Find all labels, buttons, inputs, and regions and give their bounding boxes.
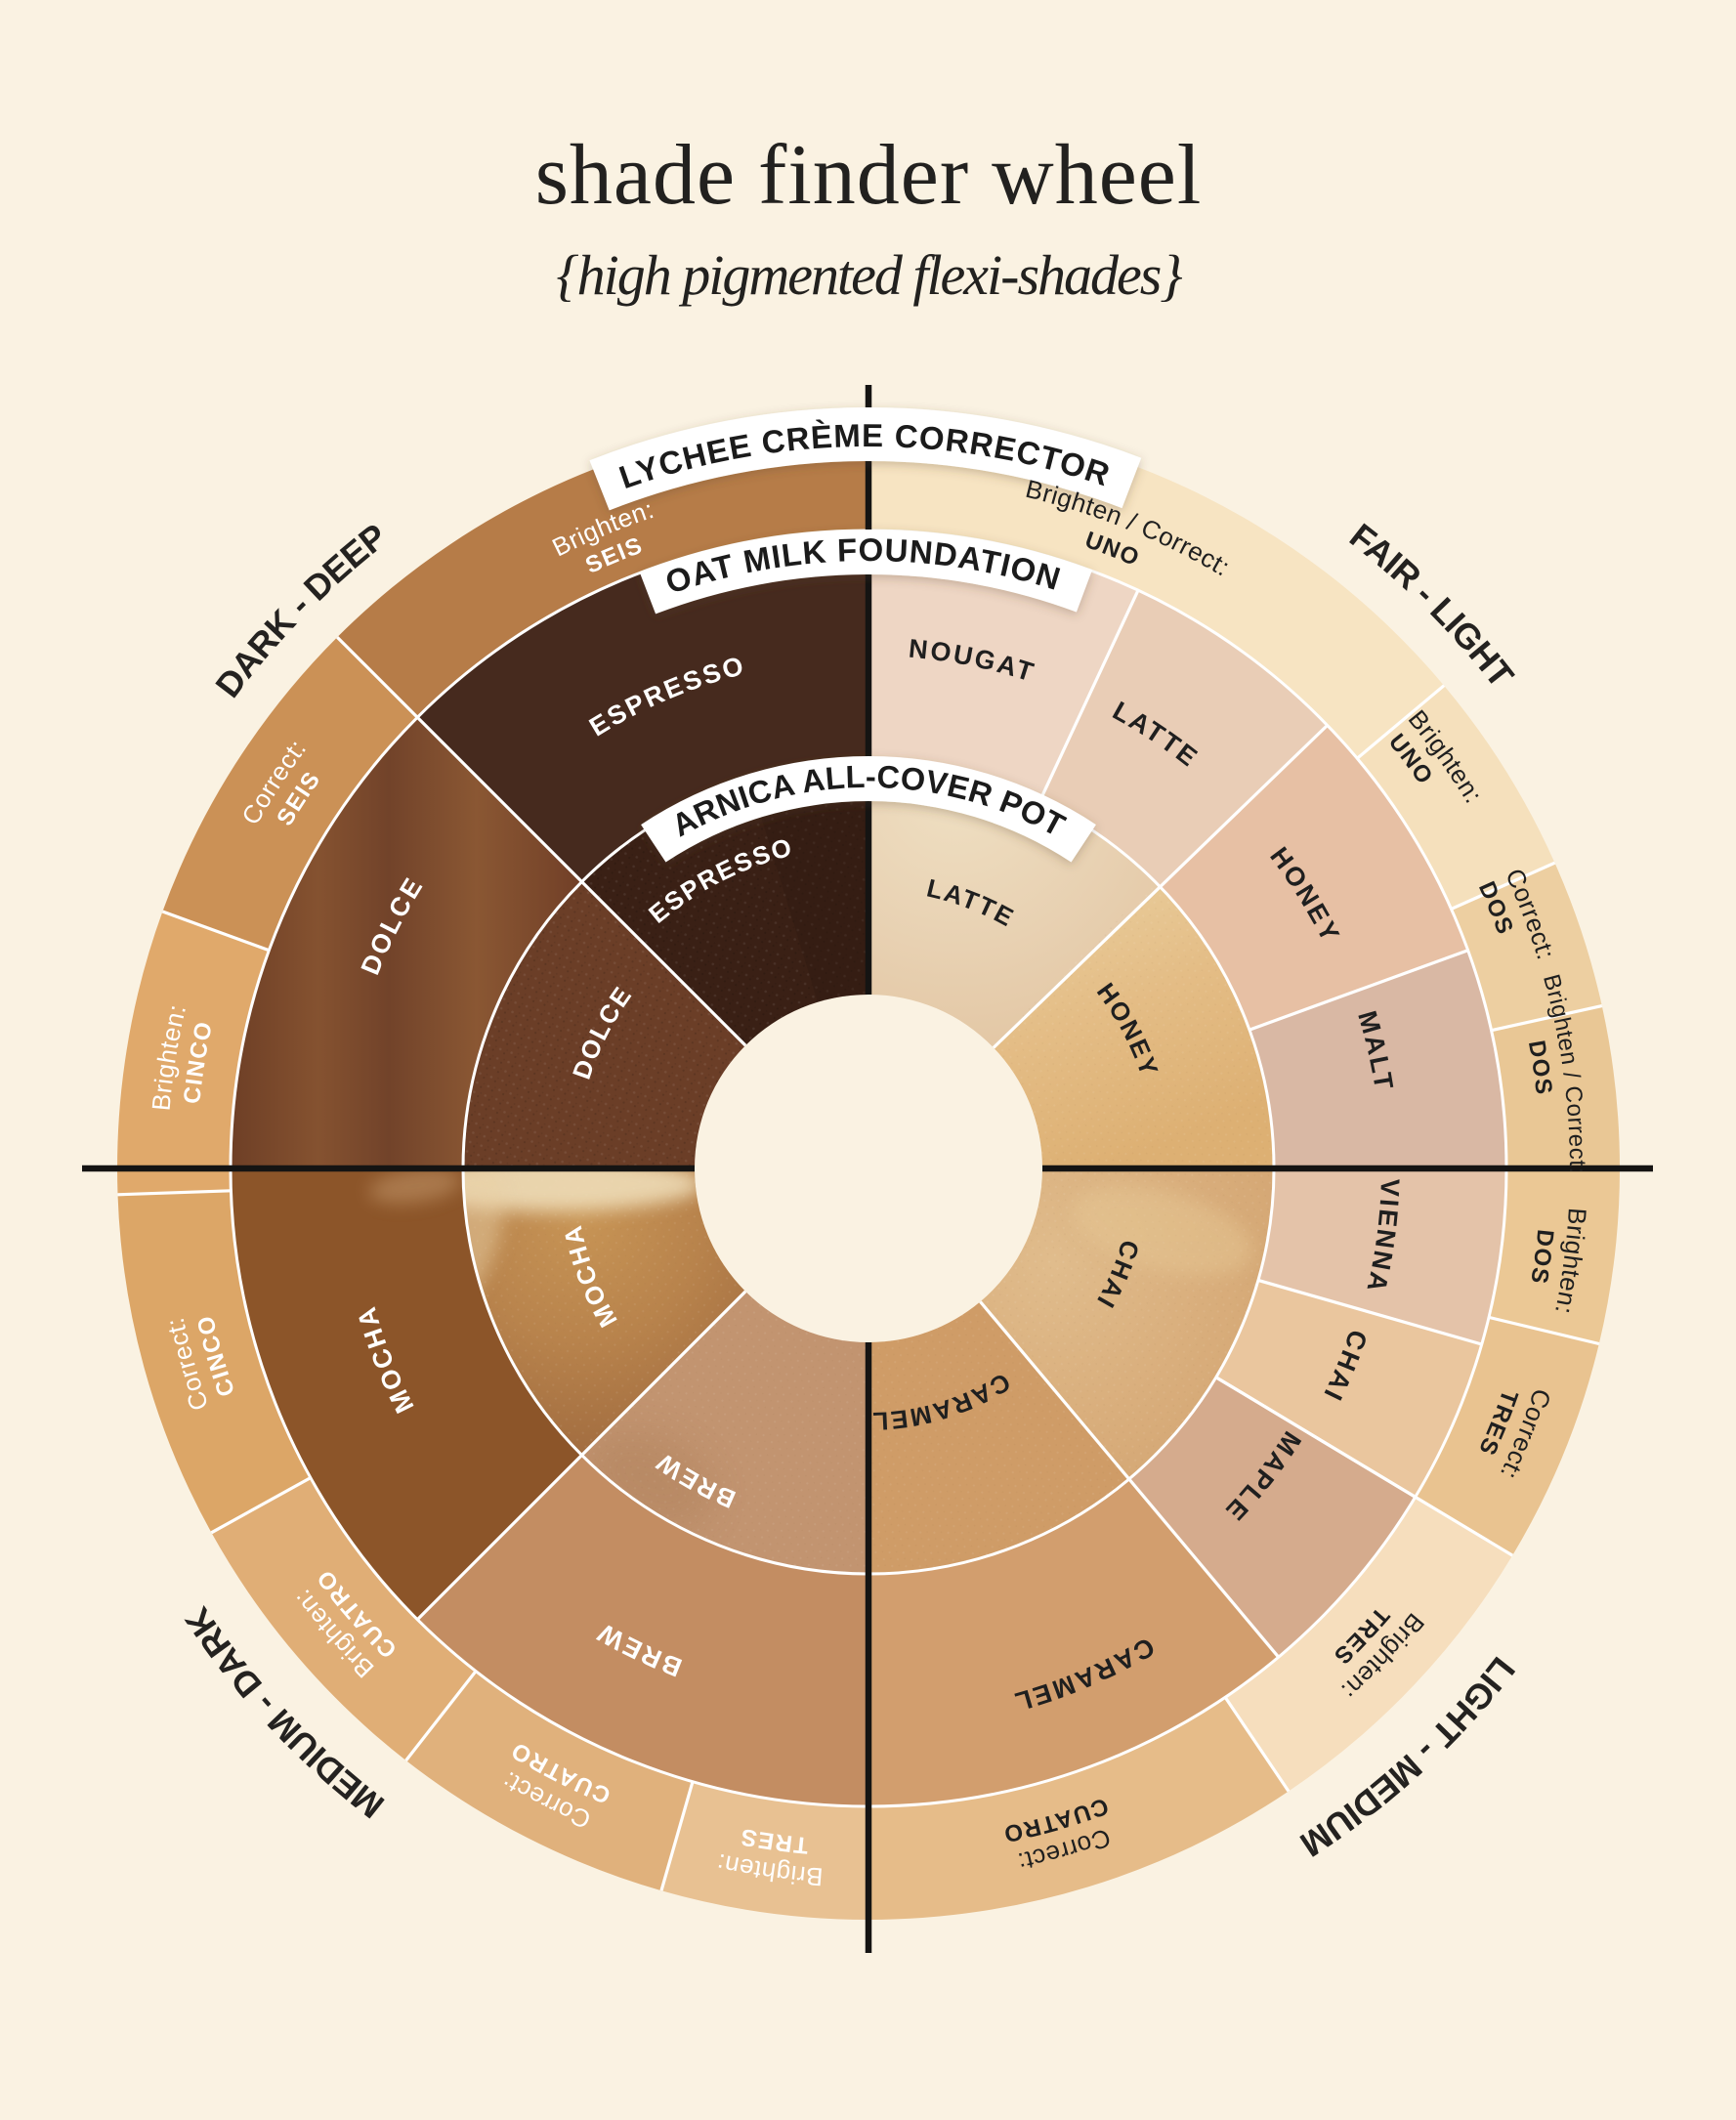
svg-text:shade finder wheel: shade finder wheel [535,128,1203,223]
svg-text:{high pigmented flexi-shades}: {high pigmented flexi-shades} [556,243,1182,307]
